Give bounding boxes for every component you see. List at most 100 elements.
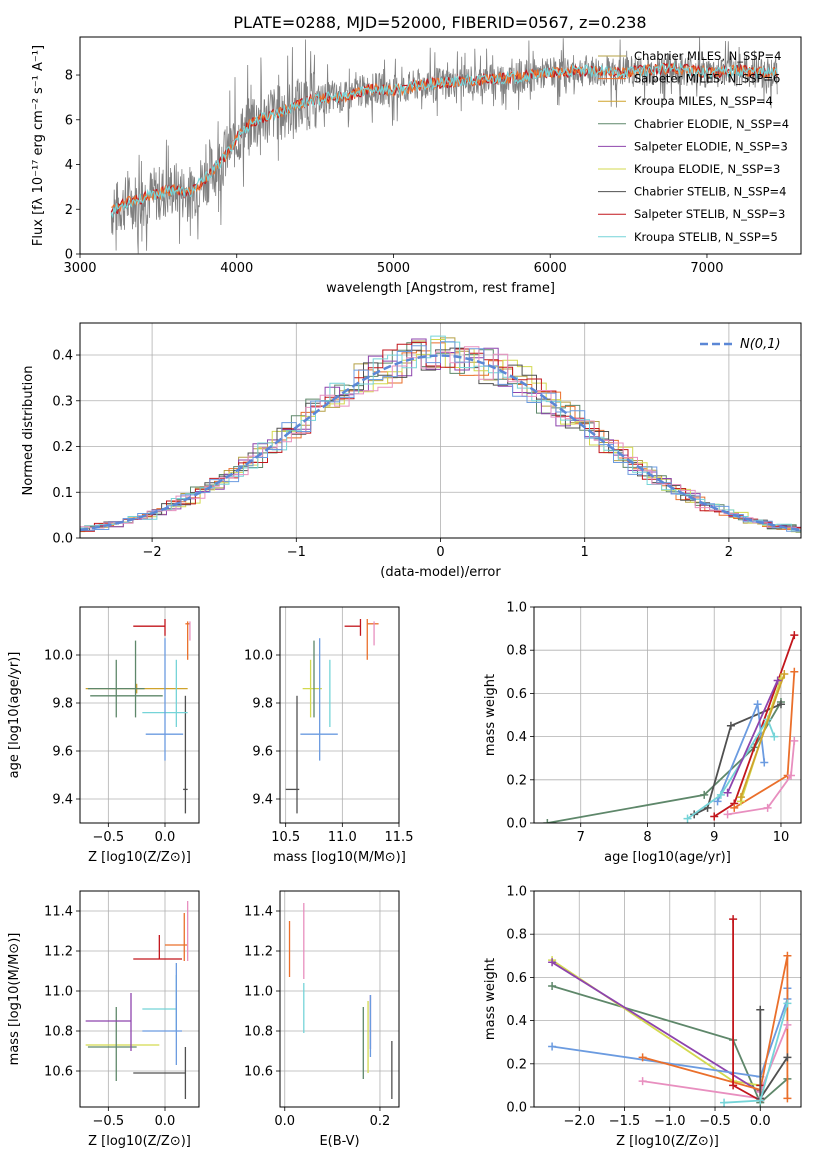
y-tick-label: 0.2 bbox=[506, 1057, 527, 1072]
x-tick-label: 3000 bbox=[63, 261, 96, 276]
x-tick-label: 0.2 bbox=[370, 1114, 391, 1129]
axes-frame bbox=[533, 890, 802, 1108]
legend-entry: N(0,1) bbox=[740, 337, 781, 352]
y-axis-label: mass weight bbox=[483, 958, 498, 1040]
x-axis-label: (data-model)/error bbox=[380, 565, 501, 580]
weight-point-marker bbox=[638, 1077, 647, 1086]
y-tick-label: 0.0 bbox=[506, 817, 527, 832]
weight-point-marker bbox=[716, 790, 725, 799]
weight-point-marker bbox=[543, 819, 552, 823]
weight-point-marker bbox=[790, 736, 799, 745]
y-tick-label: 0.6 bbox=[506, 971, 527, 986]
y-tick-label: 0.8 bbox=[506, 644, 527, 659]
weight-point-marker bbox=[729, 1081, 738, 1090]
y-tick-label: 9.8 bbox=[52, 697, 73, 712]
weight-point-marker bbox=[780, 669, 789, 678]
y-tick-label: 10.0 bbox=[44, 649, 73, 664]
x-tick-label: 10.5 bbox=[271, 830, 300, 845]
y-tick-label: 10.8 bbox=[44, 1025, 73, 1040]
weight-series-line bbox=[693, 703, 782, 816]
x-tick-label: 2 bbox=[725, 545, 733, 560]
legend-entry: Salpeter ELODIE, N_SSP=3 bbox=[634, 139, 788, 153]
y-axis-label: Flux [fλ 10⁻¹⁷ erg cm⁻² s⁻¹ A⁻¹] bbox=[31, 45, 46, 246]
y-tick-label: 1.0 bbox=[506, 885, 527, 900]
y-tick-label: 0.0 bbox=[506, 1101, 527, 1116]
x-tick-label: 8 bbox=[643, 830, 651, 845]
axes-frame bbox=[79, 890, 200, 1108]
y-tick-label: 0.2 bbox=[506, 773, 527, 788]
weight-point-marker bbox=[783, 1053, 792, 1062]
y-tick-label: 11.2 bbox=[244, 945, 273, 960]
weight-point-marker bbox=[548, 982, 557, 991]
x-tick-label: 5000 bbox=[377, 261, 410, 276]
y-tick-label: 4 bbox=[65, 158, 73, 173]
x-tick-label: 9 bbox=[710, 830, 718, 845]
y-tick-label: 9.4 bbox=[252, 793, 273, 808]
x-tick-label: 4000 bbox=[220, 261, 253, 276]
x-axis-label: mass [log10(M/M⊙)] bbox=[273, 850, 406, 865]
y-tick-label: 0.4 bbox=[506, 1014, 527, 1029]
legend: Chabrier MILES, N_SSP=4 Salpeter MILES, N… bbox=[598, 49, 789, 244]
weight-point-marker bbox=[783, 951, 792, 960]
weight-point-marker bbox=[723, 810, 732, 819]
y-tick-label: 0.2 bbox=[52, 440, 73, 455]
y-tick-label: 10.0 bbox=[244, 649, 273, 664]
plot-area bbox=[548, 915, 792, 1107]
y-tick-label: 0.1 bbox=[52, 486, 73, 501]
weight-point-marker bbox=[548, 1042, 557, 1051]
weight-series-line bbox=[551, 959, 761, 1087]
y-tick-label: 9.6 bbox=[252, 745, 273, 760]
x-tick-label: 6000 bbox=[534, 261, 567, 276]
weight-series-line bbox=[551, 961, 761, 1093]
y-tick-label: 2 bbox=[65, 203, 73, 218]
y-tick-label: 0.6 bbox=[506, 687, 527, 702]
weight-point-marker bbox=[773, 676, 782, 685]
residual-histogram bbox=[80, 346, 801, 530]
x-axis-label: age [log10(age/yr)] bbox=[604, 850, 731, 865]
x-tick-label: 11.5 bbox=[385, 830, 414, 845]
x-axis-label: Z [log10(Z/Z⊙)] bbox=[88, 850, 191, 865]
x-tick-label: 7000 bbox=[690, 261, 723, 276]
weight-point-marker bbox=[756, 1096, 765, 1105]
weight-point-marker bbox=[729, 915, 738, 924]
weight-series-line bbox=[551, 985, 788, 1105]
y-tick-label: 11.4 bbox=[244, 905, 273, 920]
y-tick-label: 10.8 bbox=[244, 1025, 273, 1040]
x-tick-label: 0 bbox=[436, 545, 444, 560]
x-tick-label: 7 bbox=[577, 830, 585, 845]
x-tick-label: 0.0 bbox=[750, 1114, 771, 1129]
axes-frame bbox=[79, 606, 200, 824]
legend-entry: Kroupa STELIB, N_SSP=5 bbox=[634, 230, 778, 244]
x-tick-label: −2.0 bbox=[563, 1114, 595, 1129]
x-tick-label: 10 bbox=[773, 830, 790, 845]
weight-point-marker bbox=[726, 721, 735, 730]
weight-point-marker bbox=[756, 1005, 765, 1014]
x-axis-label: Z [log10(Z/Z⊙)] bbox=[616, 1134, 719, 1149]
legend-entry: Chabrier MILES, N_SSP=4 bbox=[634, 49, 781, 63]
axes-frame bbox=[79, 36, 802, 255]
weight-point-marker bbox=[783, 1094, 792, 1103]
plot-area bbox=[288, 903, 393, 1099]
x-tick-label: 0.0 bbox=[155, 1114, 176, 1129]
weight-point-marker bbox=[730, 803, 739, 812]
weight-point-marker bbox=[790, 667, 799, 676]
y-tick-label: 11.0 bbox=[44, 985, 73, 1000]
panel-mass-weight-vs-age: 7 8 9 10 0.0 0.2 0.4 0.6 0.8 1.0 age [log10(age/yr… bbox=[483, 601, 802, 865]
weight-series-line bbox=[726, 680, 779, 794]
y-tick-label: 0.3 bbox=[52, 394, 73, 409]
y-axis-label: mass [log10(M/M⊙)] bbox=[7, 933, 22, 1066]
figure-title: PLATE=0288, MJD=52000, FIBERID=0567, z=0… bbox=[233, 13, 646, 32]
legend-entry: Kroupa ELODIE, N_SSP=3 bbox=[634, 162, 780, 176]
residual-histogram bbox=[80, 341, 801, 532]
x-tick-label: −0.5 bbox=[93, 830, 125, 845]
y-tick-label: 1.0 bbox=[506, 601, 527, 616]
x-tick-label: −0.5 bbox=[699, 1114, 731, 1129]
panel-mass-vs-ebv: 0.0 0.2 10.6 10.8 11.0 11.2 11.4 E(B-V) bbox=[244, 890, 400, 1149]
x-axis-label: E(B-V) bbox=[319, 1134, 359, 1149]
model-spectrum-line bbox=[110, 61, 778, 219]
gaussian-reference-curve bbox=[80, 354, 801, 532]
x-axis-label: wavelength [Angstrom, rest frame] bbox=[326, 281, 555, 296]
y-tick-label: 11.0 bbox=[244, 985, 273, 1000]
y-tick-label: 0.8 bbox=[506, 928, 527, 943]
weight-point-marker bbox=[723, 788, 732, 797]
